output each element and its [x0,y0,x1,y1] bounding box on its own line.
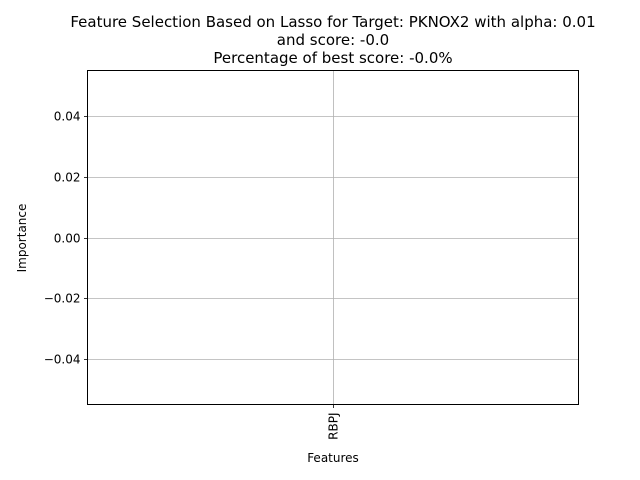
y-tick-label: −0.04 [44,353,81,367]
y-tick-label: 0.00 [54,232,81,246]
x-tick-label: RBPJ [327,413,341,440]
x-axis-label: Features [307,451,359,465]
y-axis-ticks: −0.04 −0.02 0.00 0.02 0.04 [44,110,88,367]
y-tick-label: 0.04 [54,110,81,124]
y-axis-label: Importance [15,204,29,273]
grid-lines [87,70,579,405]
chart-title-line-2: and score: -0.0 [277,31,389,49]
chart-title-line-3: Percentage of best score: -0.0% [213,49,452,67]
y-tick-label: 0.02 [54,171,81,185]
plot-area-frame [87,70,579,405]
x-axis-ticks: RBPJ [327,404,341,440]
chart-title: Feature Selection Based on Lasso for Tar… [70,13,595,67]
y-tick-label: −0.02 [44,292,81,306]
chart-title-line-1: Feature Selection Based on Lasso for Tar… [70,13,595,31]
